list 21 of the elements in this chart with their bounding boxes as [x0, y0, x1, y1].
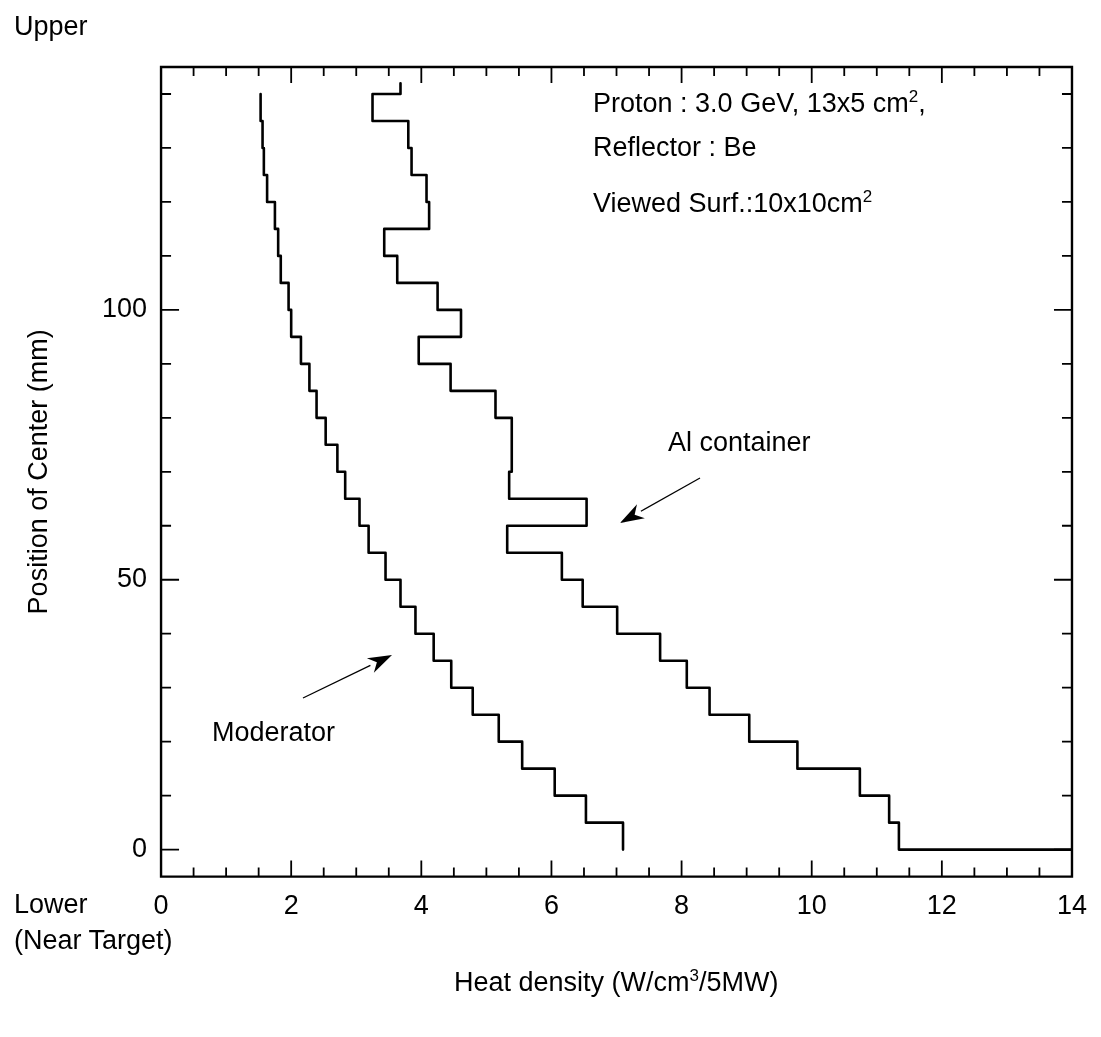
y-axis-title: Position of Center (mm) [22, 329, 53, 615]
text: Upper [14, 11, 88, 42]
x-axis-title: Heat density (W/cm$^{3}$/5MW) [454, 965, 779, 998]
x-tick-label: 4 [413, 890, 429, 921]
annotation: Proton : 3.0 GeV, 13x5 cm$^{2}$, [593, 86, 926, 119]
x-tick-label: 10 [796, 890, 827, 921]
x-tick-label: 6 [543, 890, 559, 921]
y-tick-label: 50 [117, 563, 148, 594]
annotation: Viewed Surf.:10x10cm$^{2}$ [593, 186, 873, 219]
x-tick-label: 8 [674, 890, 690, 921]
text: Lower [14, 888, 88, 920]
x-tick-label: 0 [153, 890, 169, 921]
x-tick-label: 14 [1056, 890, 1088, 921]
y-tick-label: 100 [101, 293, 148, 324]
y-tick-label: 0 [132, 833, 148, 864]
annotation: Moderator [212, 717, 336, 748]
x-tick-label: 12 [926, 890, 957, 921]
annotation: Reflector : Be [593, 132, 757, 163]
annotation: Al container [668, 427, 811, 458]
text: (Near Target) [14, 924, 173, 956]
x-tick-label: 2 [283, 890, 299, 921]
